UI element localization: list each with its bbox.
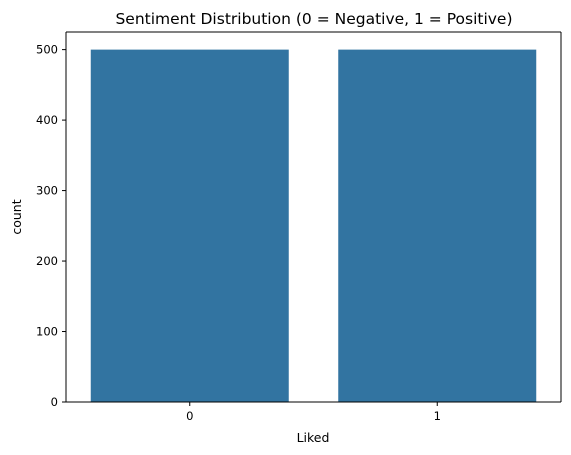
y-tick-label: 500 — [36, 43, 58, 57]
x-tick-label: 0 — [186, 409, 193, 423]
x-axis-label: Liked — [297, 430, 330, 445]
chart-title: Sentiment Distribution (0 = Negative, 1 … — [115, 10, 512, 28]
y-tick-label: 100 — [36, 325, 58, 339]
y-axis-label: count — [9, 199, 24, 234]
y-tick-label: 400 — [36, 113, 58, 127]
y-tick-label: 300 — [36, 184, 58, 198]
y-axis-ticks: 0 100 200 300 400 500 — [36, 43, 66, 409]
bar-1 — [338, 49, 537, 402]
bar-0 — [90, 49, 289, 402]
y-tick-label: 0 — [51, 395, 58, 409]
bars-group — [90, 49, 537, 402]
y-tick-label: 200 — [36, 254, 58, 268]
x-tick-label: 1 — [434, 409, 441, 423]
